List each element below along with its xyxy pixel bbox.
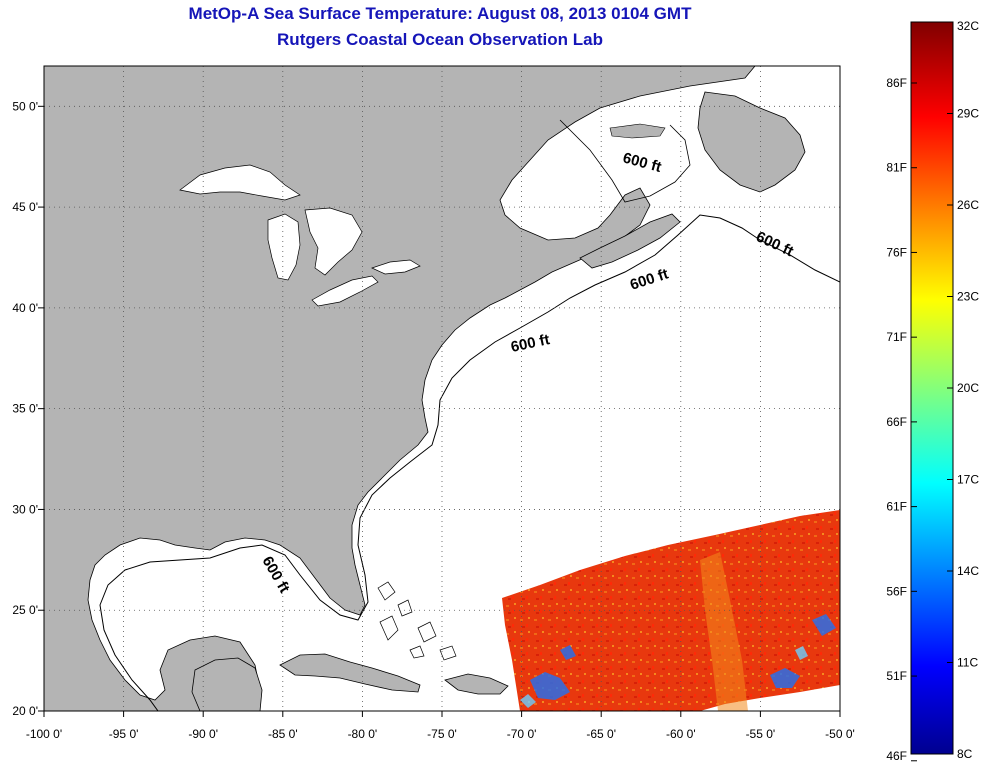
fahrenheit-label: 46F	[886, 749, 907, 763]
fahrenheit-label: 71F	[886, 330, 907, 344]
lake-erie	[311, 275, 379, 307]
lake-michigan	[267, 213, 301, 281]
sst-swath	[502, 510, 840, 711]
y-tick-label: 40 0'	[12, 301, 38, 315]
y-tick-label: 30 0'	[12, 502, 38, 516]
celsius-label: 11C	[957, 656, 978, 670]
celsius-label: 29C	[957, 107, 979, 121]
y-tick-label: 45 0'	[12, 200, 38, 214]
land-hispaniola	[444, 673, 509, 695]
x-tick-label: -50 0'	[825, 727, 855, 741]
celsius-label: 26C	[957, 198, 979, 212]
x-tick-label: -100 0'	[26, 727, 62, 741]
x-tick-label: -85 0'	[268, 727, 298, 741]
sst-lake-patches	[520, 646, 808, 708]
celsius-label: 17C	[957, 473, 979, 487]
fahrenheit-label: 56F	[886, 584, 907, 598]
x-tick-label: -70 0'	[507, 727, 537, 741]
y-tick-label: 25 0'	[12, 603, 38, 617]
land-newfoundland	[697, 91, 806, 193]
lake-ontario	[371, 259, 421, 275]
land-anticosti	[609, 123, 666, 139]
fahrenheit-label: 66F	[886, 415, 907, 429]
celsius-label: 23C	[957, 290, 979, 304]
celsius-label: 14C	[957, 564, 979, 578]
y-tick-label: 50 0'	[12, 99, 38, 113]
colorbar	[910, 21, 954, 755]
land-bahamas	[377, 581, 457, 661]
land-cuba	[279, 653, 421, 693]
fahrenheit-label: 61F	[886, 500, 907, 514]
x-tick-label: -90 0'	[188, 727, 218, 741]
map-title: MetOp-A Sea Surface Temperature: August …	[188, 4, 692, 23]
x-tick-label: -95 0'	[109, 727, 139, 741]
fahrenheit-label: 51F	[886, 669, 907, 683]
sst-cool-patches	[530, 614, 836, 700]
land-yucatan	[191, 657, 263, 711]
fahrenheit-label: 76F	[886, 245, 907, 259]
x-axis: -100 0' -95 0' -90 0' -85 0' -80 0' -75 0' -70…	[26, 711, 855, 741]
isobath-600ft-gulf-st-lawrence	[559, 119, 691, 203]
lake-huron	[304, 207, 363, 276]
colorbar-ticks: 32C 29C 26C 23C 20C 17C 14C 11C 8C 86F 81F 76F 71F 66…	[886, 19, 979, 763]
lake-superior	[179, 164, 301, 201]
x-tick-label: -65 0'	[586, 727, 616, 741]
fahrenheit-label: 81F	[886, 161, 907, 175]
sst-warm-band	[700, 552, 748, 711]
fahrenheit-label: 86F	[886, 76, 907, 90]
isobath-600ft	[99, 214, 840, 711]
x-tick-label: -60 0'	[666, 727, 696, 741]
y-tick-label: 35 0'	[12, 402, 38, 416]
x-tick-label: -80 0'	[348, 727, 378, 741]
celsius-label: 20C	[957, 381, 979, 395]
map-subtitle: Rutgers Coastal Ocean Observation Lab	[277, 30, 603, 49]
x-tick-label: -75 0'	[427, 727, 457, 741]
y-tick-label: 20 0'	[12, 704, 38, 718]
land-nova-scotia	[579, 213, 681, 269]
map-content	[44, 66, 840, 711]
celsius-label: 8C	[957, 747, 973, 761]
y-axis: 50 0' 45 0' 40 0' 35 0' 30 0' 25 0' 20 0'	[12, 99, 44, 718]
celsius-label: 32C	[957, 19, 979, 33]
x-tick-label: -55 0'	[746, 727, 776, 741]
land-north-america	[44, 66, 756, 711]
